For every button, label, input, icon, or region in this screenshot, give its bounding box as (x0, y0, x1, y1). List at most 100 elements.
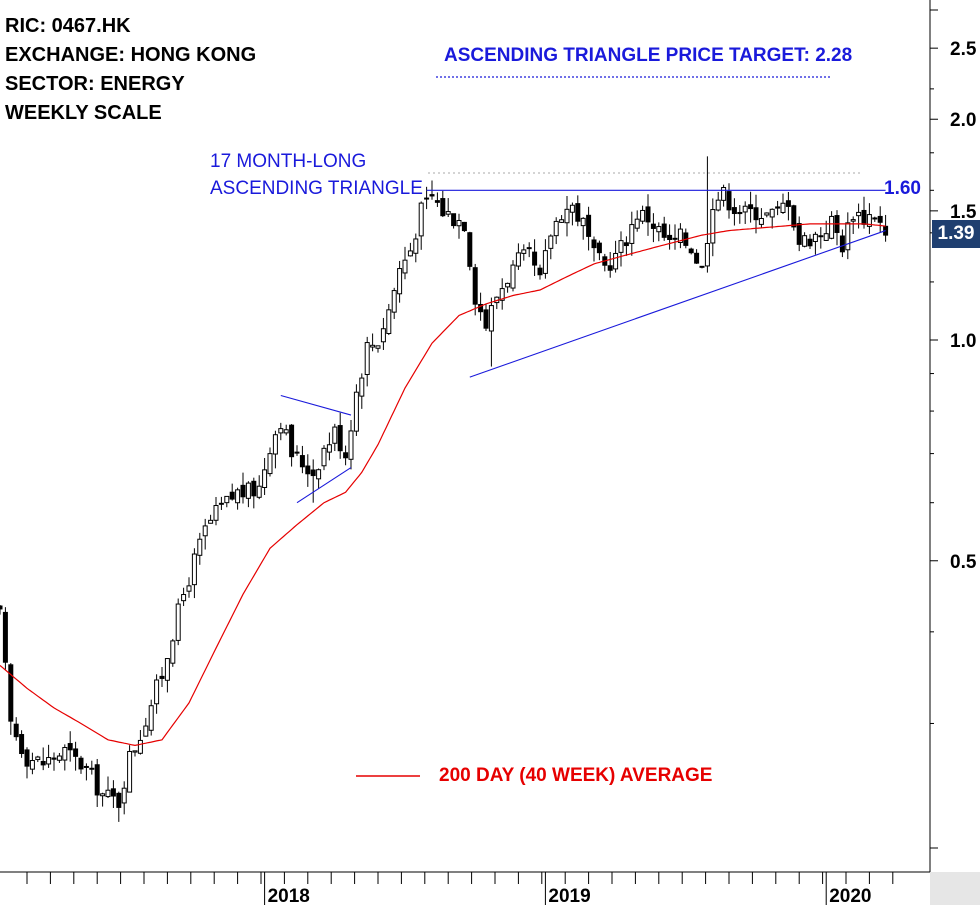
sector-label: SECTOR: ENERGY (5, 73, 185, 95)
candle-body (575, 203, 581, 222)
candle-body (294, 451, 300, 454)
candle-body (461, 221, 467, 232)
candle-body (818, 235, 824, 238)
candle-body (796, 223, 802, 245)
candle-body (429, 194, 435, 197)
time-scale-corner (930, 872, 980, 905)
candle-body (83, 765, 89, 768)
candle-body (24, 749, 30, 767)
candle-body (316, 469, 322, 480)
candle-body (451, 213, 457, 227)
candle-body (13, 723, 19, 738)
candle-body (143, 725, 149, 737)
candle-body (872, 217, 878, 220)
candle-body (537, 267, 543, 276)
trendline-flag-lower (296, 467, 352, 504)
candle-body (823, 233, 829, 241)
candle-body (235, 489, 241, 504)
candle-body (191, 553, 197, 586)
candle-body (413, 238, 419, 254)
candle-body (829, 215, 835, 239)
candle-body (845, 222, 851, 251)
legend-label: 200 DAY (40 WEEK) AVERAGE (439, 765, 713, 786)
candle-body (753, 207, 759, 221)
candle-body (731, 207, 737, 215)
trendline-flag-upper (280, 395, 352, 416)
candle-body (213, 505, 219, 521)
candle-body (634, 218, 640, 229)
candle-body (164, 658, 170, 681)
candle-body (154, 679, 160, 705)
candle-body (715, 199, 721, 211)
candle-body (148, 705, 154, 731)
candle-body (483, 309, 489, 329)
candle-body (478, 303, 484, 313)
candle-body (305, 465, 311, 475)
candle-body (386, 309, 392, 335)
time-axis: 2018 2019 2020 (26, 872, 894, 905)
candle-body (586, 214, 592, 237)
candle-body (359, 377, 365, 397)
candle-body (116, 792, 122, 808)
resistance-level-label: 1.60 (884, 178, 921, 199)
candle-body (758, 217, 764, 225)
candle-body (672, 237, 678, 240)
instrument-info: RIC: 0467.HK EXCHANGE: HONG KONG SECTOR:… (5, 12, 256, 128)
price-axis: 0.5 1.0 1.5 2.0 2.5 (930, 9, 977, 849)
candle-body (688, 248, 694, 254)
candle-body (278, 428, 284, 434)
candle-body (348, 430, 354, 460)
candle-body (132, 750, 138, 753)
candle-body (607, 265, 613, 271)
candle-body (553, 220, 559, 237)
candle-body (159, 675, 165, 679)
candle-body (515, 252, 521, 267)
candle-body (532, 251, 538, 266)
y-tick-label: 2.5 (950, 39, 977, 60)
candle-body (559, 219, 565, 223)
candle-body (402, 259, 408, 274)
candle-body (326, 444, 332, 453)
candle-body (764, 212, 770, 216)
candle-body (67, 743, 73, 751)
candle-body (726, 191, 732, 211)
candle-body (56, 755, 62, 761)
candle-body (677, 228, 683, 244)
candle-body (785, 200, 791, 207)
candle-body (375, 345, 381, 349)
candle-body (807, 238, 813, 247)
chart-frame (0, 0, 931, 873)
candle-body (780, 202, 786, 213)
y-tick-label: 1.0 (950, 331, 976, 352)
candle-body (337, 425, 343, 452)
candle-body (391, 290, 397, 313)
candle-body (737, 211, 743, 215)
candle-body (380, 328, 386, 343)
candle-body (580, 217, 586, 227)
candle-body (488, 305, 494, 332)
candle-body (640, 209, 646, 222)
candle-body (370, 344, 376, 348)
candle-body (224, 495, 230, 504)
candle-body (8, 664, 14, 722)
candle-body (526, 247, 532, 250)
pattern-type-label: ASCENDING TRIANGLE (210, 178, 423, 199)
pattern-duration-label: 17 MONTH-LONG (210, 151, 367, 172)
candle-body (2, 611, 8, 663)
candle-body (564, 208, 570, 224)
candle-body (548, 235, 554, 249)
candle-body (272, 434, 278, 455)
candle-body (78, 757, 84, 770)
candle-body (186, 585, 192, 592)
y-tick-label: 2.0 (950, 110, 976, 131)
last-price-badge: 1.39 (932, 220, 980, 248)
candle-body (256, 485, 262, 498)
candle-body (629, 224, 635, 244)
moving-average-line (0, 223, 886, 747)
ric-label: RIC: 0467.HK (5, 15, 131, 37)
candle-body (46, 757, 52, 765)
candle-body (299, 455, 305, 468)
candle-body (175, 603, 181, 641)
candle-body (40, 760, 46, 766)
